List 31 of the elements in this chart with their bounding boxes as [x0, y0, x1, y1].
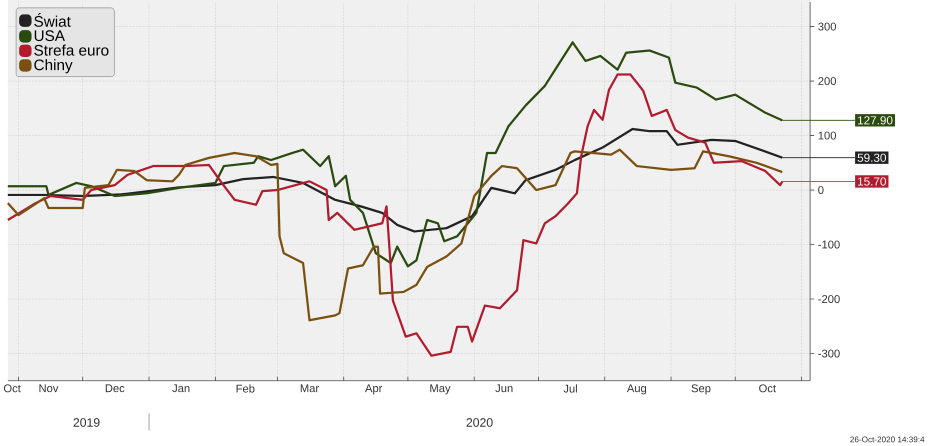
x-tick-label: Sep: [692, 384, 710, 395]
legend-label: Świat: [34, 13, 71, 27]
annotation: 127.90: [858, 116, 892, 125]
x-tick-label: Aug: [626, 384, 646, 395]
x-tick-label: Dec: [106, 384, 124, 392]
y-tick-label: 100: [818, 132, 836, 140]
text: 26-Oct-2020 14:39:4: [850, 436, 924, 442]
text: 2020: [466, 418, 493, 427]
x-tick-label: Nov: [39, 384, 58, 392]
legend-label: Chiny: [34, 59, 73, 74]
y-tick-label: -300: [818, 350, 840, 358]
x-tick-label: Oct: [759, 384, 776, 392]
x-tick-label: Jul: [564, 384, 577, 393]
legend-label: USA: [34, 30, 65, 42]
x-tick-label: Feb: [236, 384, 254, 393]
y-tick-label: -200: [818, 295, 840, 304]
y-tick-label: -100: [818, 240, 840, 249]
x-tick-label: Jan: [172, 384, 190, 392]
x-tick-label: Jun: [495, 384, 512, 392]
x-tick-label: Mar: [300, 384, 319, 392]
y-tick-label: 300: [818, 22, 836, 31]
text: 2019: [74, 418, 100, 427]
line-series: [6, 148, 784, 322]
y-tick-label: 0: [818, 186, 824, 194]
x-tick-label: Apr: [364, 384, 382, 395]
x-tick-label: May: [430, 384, 451, 395]
annotation: 59.30: [858, 154, 886, 162]
y-tick-label: 200: [818, 77, 836, 86]
annotation: 15.70: [858, 177, 886, 186]
legend-label: Strefa euro: [34, 44, 108, 56]
x-tick-label: Oct: [4, 384, 21, 392]
